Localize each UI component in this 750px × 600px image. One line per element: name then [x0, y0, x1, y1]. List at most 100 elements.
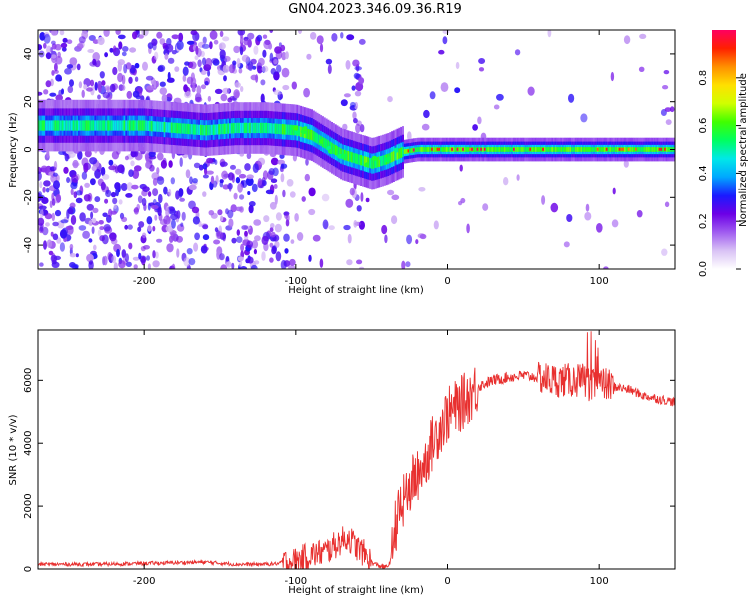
spectrogram-cell [219, 30, 224, 37]
spectrogram-cell [98, 220, 104, 225]
spectrogram-cell [116, 248, 120, 258]
spectrogram-cell [167, 122, 170, 133]
spectrogram-cell [110, 210, 117, 215]
spectrogram-cell [234, 122, 237, 134]
spectrogram-cell [287, 124, 290, 135]
spectrogram-cell [585, 147, 588, 152]
spectrogram-cell [346, 259, 353, 266]
spectrogram-cell [112, 66, 118, 76]
spectrogram-cell [115, 30, 121, 35]
spectrogram-cell [247, 191, 251, 195]
y-tick-label: 6000 [23, 368, 34, 393]
spectrogram-cell [174, 122, 177, 134]
spectrogram-cell [276, 123, 279, 134]
spectrogram-cell [554, 147, 557, 152]
spectrogram-cell [86, 203, 95, 211]
spectrogram-cell [108, 232, 117, 240]
spectrogram-cell [356, 205, 362, 212]
spectrogram-cell [195, 92, 202, 103]
spectrogram-cell [636, 147, 639, 152]
spectrogram-cell [97, 94, 101, 100]
spectrogram-cell [71, 174, 79, 183]
spectrogram-cell [202, 224, 209, 230]
spectrogram-cell [331, 33, 338, 42]
colorbar-tick-label: 0.4 [698, 165, 709, 181]
spectrogram-cell [90, 211, 94, 220]
spectrogram-cell [157, 206, 162, 217]
spectrogram-cell [54, 120, 57, 131]
spectrogram-cell [58, 150, 66, 155]
spectrogram-cell [60, 219, 69, 224]
spectrogram-cell [214, 88, 223, 94]
spectrogram-cell [260, 122, 262, 134]
spectrogram-cell [190, 30, 198, 36]
spectrogram-cell [391, 151, 394, 163]
spectrogram-cell [496, 93, 504, 101]
spectrogram-cell [170, 177, 175, 185]
spectrogram-cell [125, 193, 133, 198]
spectrogram-cell [347, 233, 352, 244]
spectrogram-cell [279, 93, 283, 100]
spectrogram-cell [345, 150, 348, 161]
spectrogram-cell [105, 189, 112, 198]
spectrogram-cell [378, 156, 381, 167]
spectrogram-cell [216, 124, 219, 135]
spectrogram-cell [113, 204, 117, 209]
spectrogram-cell [51, 30, 58, 36]
spectrogram-cell [482, 203, 489, 211]
spectrogram-cell [192, 216, 200, 225]
spectrogram-cell [289, 258, 296, 266]
spectrogram-cell [347, 151, 350, 162]
spectrogram-cell [292, 125, 295, 136]
spectrogram-cell [145, 75, 154, 81]
spectrogram-cell [191, 85, 196, 93]
spectrogram-cell [117, 164, 125, 174]
spectrogram-cell [99, 226, 105, 231]
spectrogram-cell [172, 122, 175, 133]
spectrogram-cell [645, 147, 648, 152]
spectrogram-cell [558, 147, 561, 152]
spectrogram-cell [289, 124, 292, 135]
spectrogram-cell [296, 232, 304, 241]
spectrogram-cell [466, 223, 470, 234]
spectrogram-cell [246, 174, 254, 180]
spectrogram-cell [256, 34, 263, 42]
spectrogram-cell [123, 63, 128, 74]
spectrogram-cell [132, 120, 135, 131]
spectrogram-cell [91, 226, 95, 234]
spectrogram-cell [163, 186, 168, 195]
spectrogram-cell [352, 59, 360, 67]
spectrogram-cell [69, 243, 74, 251]
spectrogram-cell [233, 192, 238, 200]
spectrogram-cell [94, 196, 101, 203]
spectrogram-cell [103, 224, 111, 232]
spectrogram-cell [66, 209, 70, 219]
spectrogram-cell [291, 124, 293, 136]
spectrogram-cell [429, 91, 436, 100]
spectrogram-cell [70, 263, 79, 269]
spectrogram-cell [179, 157, 183, 168]
spectrogram-cell [214, 124, 217, 135]
spectrogram-cell [55, 193, 62, 203]
spectrogram-cell [75, 253, 79, 258]
spectrogram-cell [245, 177, 254, 187]
spectrogram-cell [209, 30, 218, 40]
y-tick-label: -40 [23, 237, 34, 253]
spectrogram-cell [225, 123, 228, 134]
spectrogram-cell [285, 124, 288, 135]
spectrogram-cell [498, 147, 501, 152]
spectrogram-cell [143, 120, 146, 131]
spectrogram-cell [288, 265, 296, 269]
spectrogram-cell [260, 79, 266, 86]
spectrogram-cell [349, 151, 352, 162]
spectrogram-cell [249, 122, 252, 134]
spectrogram-cell [223, 75, 227, 82]
snr-series-line [38, 331, 675, 569]
spectrogram-cell [122, 46, 129, 52]
spectrogram-cell [222, 87, 230, 95]
spectrogram-cell [574, 147, 577, 152]
spectrogram-cell [556, 147, 559, 152]
spectrogram-cell [456, 147, 460, 151]
spectrogram-cell [507, 147, 510, 152]
spectrogram-cell [192, 124, 195, 135]
